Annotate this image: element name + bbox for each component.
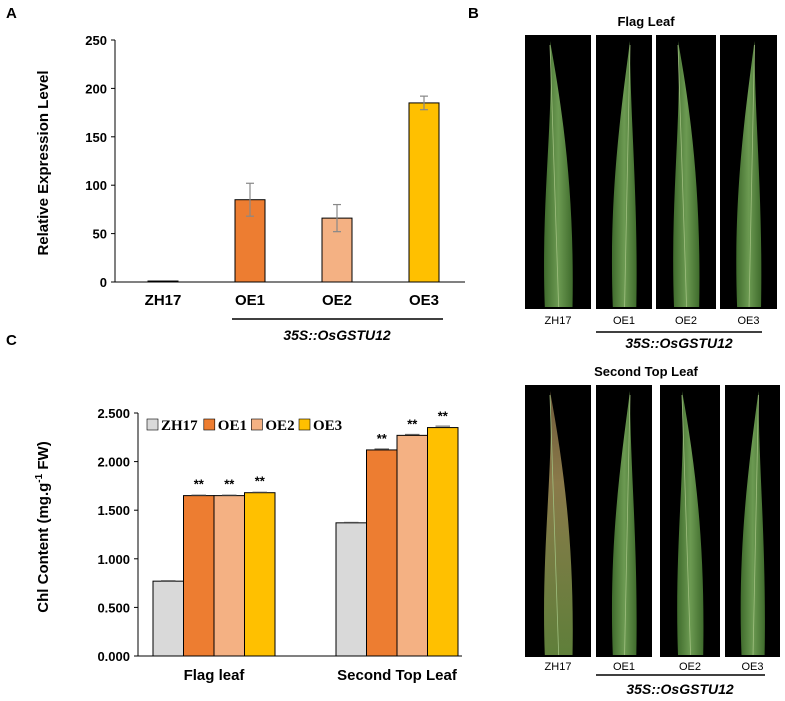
flag-photo-label: OE1	[613, 315, 635, 327]
leaf-midrib	[624, 394, 631, 656]
chart-c-legend-swatch-oe1	[203, 418, 216, 431]
chart-a-y-title: Relative Expression Level	[35, 70, 52, 255]
chart-a-category-label: OE3	[409, 292, 439, 309]
chart-c-y-tick-label: 0.000	[97, 649, 130, 664]
chart-c-y-tick-label: 1.500	[97, 503, 130, 518]
chart-c-y-tick-label: 0.500	[97, 600, 130, 615]
leaf-blade	[740, 391, 765, 655]
leaf-midrib	[549, 44, 560, 308]
flag-group-label: 35S::OsGSTU12	[625, 335, 733, 351]
chart-c-significance: **	[407, 416, 418, 431]
second-group-label: 35S::OsGSTU12	[626, 681, 734, 697]
chart-c-y-tick-label: 2.500	[97, 406, 130, 421]
leaf-blade	[736, 41, 762, 307]
second-photo-label: OE3	[741, 661, 763, 673]
flag-photo-label: OE3	[737, 315, 759, 327]
chart-a: 0 50 100 150 200 250 ZH17 OE1 OE2 OE3 Relative E…	[35, 33, 465, 343]
flag-photo-label: ZH17	[545, 315, 572, 327]
chart-c-significance: **	[255, 474, 266, 489]
leaf-blade	[611, 391, 637, 655]
panel-letter-b: B	[468, 5, 479, 22]
chart-a-bar-zh17	[147, 280, 179, 283]
chart-c-bar-oe1	[366, 449, 398, 657]
leaf-midrib	[677, 44, 687, 308]
flag-photo-label: OE2	[675, 315, 697, 327]
chart-c-bar-oe3	[427, 427, 459, 657]
chart-a-category-label: OE2	[322, 292, 352, 309]
chart-c-bar-oe3	[244, 492, 276, 657]
chart-c-significance: **	[194, 477, 205, 492]
chart-a-bar-oe3	[408, 102, 440, 283]
chart-a-category-label: OE1	[235, 292, 265, 309]
chart-c-category-label: Flag leaf	[184, 667, 246, 684]
chart-c-bar-oe2	[396, 434, 428, 657]
second-photo-label: OE2	[679, 661, 701, 673]
chart-c-legend-swatch-oe3	[298, 418, 311, 431]
flag-leaf-title: Flag Leaf	[617, 14, 675, 29]
leaf-midrib	[681, 394, 691, 656]
chart-c-category-label: Second Top Leaf	[337, 667, 458, 684]
chart-c-legend-label: OE3	[313, 418, 342, 434]
chart-a-y-tick-label: 100	[85, 178, 107, 193]
leaf-midrib	[752, 394, 759, 656]
chart-c-significance: **	[224, 477, 235, 492]
chart-c-significance: **	[377, 431, 388, 446]
panel-letter-a: A	[6, 5, 17, 22]
chart-a-y-tick-label: 0	[100, 275, 107, 290]
chart-c-significance: **	[438, 409, 449, 424]
leaf-blade	[611, 41, 637, 307]
chart-c-bar-oe1	[183, 495, 215, 657]
chart-c-bar-oe2	[213, 495, 245, 657]
panel-b: Flag Leaf ZH17 OE1 OE2 OE3 35S::OsGSTU12 Se…	[525, 14, 780, 697]
chart-c-bar-zh17	[152, 580, 184, 657]
chart-a-y-tick-label: 250	[85, 33, 107, 48]
chart-c-legend-label: ZH17	[161, 418, 198, 434]
chart-c-y-title: Chl Content (mg.g-1 FW)	[34, 441, 52, 612]
second-photo-label: OE1	[613, 661, 635, 673]
second-photo-label: ZH17	[545, 661, 572, 673]
chart-a-category-label: ZH17	[145, 292, 182, 309]
chart-c-legend-label: OE1	[218, 418, 247, 434]
chart-c-legend-swatch-zh17	[146, 418, 159, 431]
chart-c-y-tick-label: 1.000	[97, 552, 130, 567]
chart-a-group-label: 35S::OsGSTU12	[283, 327, 391, 343]
chart-a-y-tick-label: 200	[85, 81, 107, 96]
chart-c-y-tick-label: 2.000	[97, 455, 130, 470]
leaf-blade	[544, 41, 573, 307]
chart-c: 0.000 0.500 1.000 1.500 2.000 2.500 ** ** ** ** *…	[34, 406, 462, 684]
leaf-midrib	[748, 44, 755, 308]
chart-a-y-tick-label: 50	[93, 227, 107, 242]
second-top-leaf-title: Second Top Leaf	[594, 364, 698, 379]
chart-c-legend-swatch-oe2	[251, 418, 263, 431]
leaf-midrib	[624, 44, 631, 308]
chart-c-legend-label: OE2	[265, 418, 294, 434]
chart-a-y-tick-label: 150	[85, 130, 107, 145]
leaf-blade	[544, 391, 573, 655]
chart-c-bar-zh17	[335, 522, 367, 657]
panel-letter-c: C	[6, 332, 17, 349]
leaf-midrib	[549, 394, 560, 656]
